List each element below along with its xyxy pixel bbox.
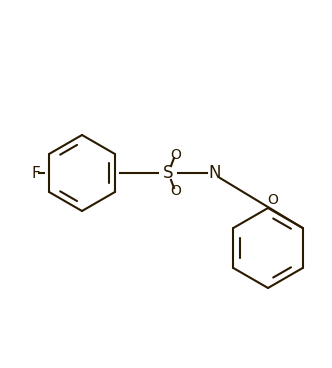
Text: S: S [163, 164, 173, 182]
Text: F: F [32, 166, 41, 180]
Text: O: O [171, 184, 181, 198]
Text: O: O [171, 148, 181, 162]
Text: N: N [209, 164, 221, 182]
Text: O: O [268, 193, 279, 207]
